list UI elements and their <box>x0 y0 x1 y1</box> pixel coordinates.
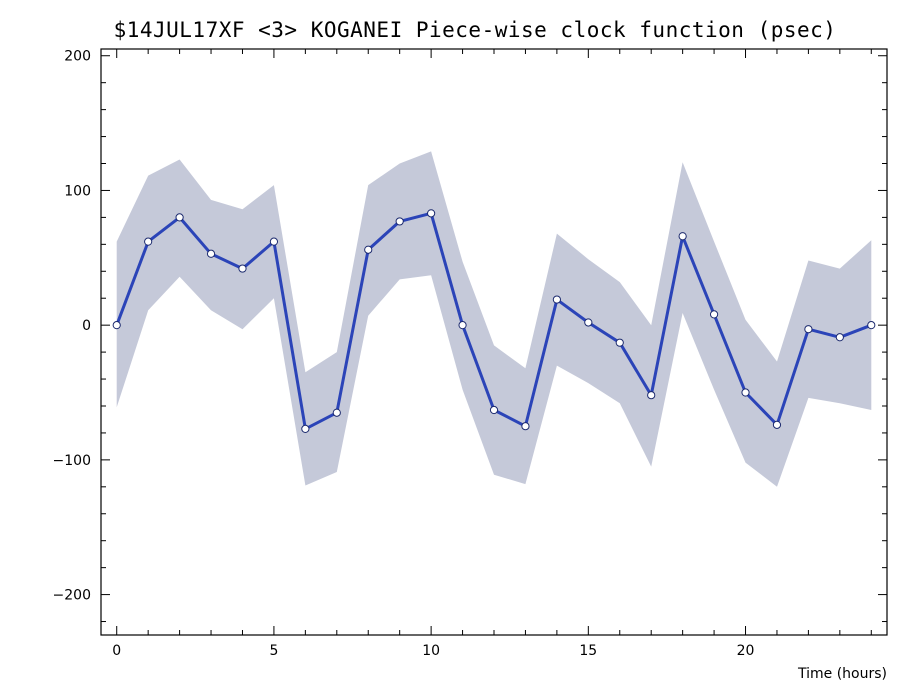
y-tick-label: 0 <box>82 318 91 334</box>
data-point <box>269 237 279 246</box>
data-point <box>112 321 121 330</box>
axes-layer: 0 5 10 15 20 200 100 0 −100 −200 <box>53 48 888 659</box>
data-point <box>144 237 153 246</box>
x-tick-label: 5 <box>269 643 278 659</box>
x-tick-label: 0 <box>112 643 121 659</box>
data-point <box>206 249 216 258</box>
data-point <box>489 405 499 415</box>
data-point <box>709 310 719 319</box>
data-point <box>238 264 247 273</box>
plot-frame <box>100 48 888 636</box>
error-band <box>116 151 872 487</box>
series-layer <box>112 209 876 433</box>
data-point <box>364 245 373 254</box>
y-tick-label: −100 <box>53 453 91 469</box>
y-tick-label: −200 <box>53 588 91 604</box>
data-point <box>615 338 624 347</box>
data-point <box>458 321 467 330</box>
data-point <box>804 325 813 334</box>
data-point <box>332 408 341 417</box>
data-point <box>741 388 750 397</box>
data-point <box>678 232 687 241</box>
x-tick-label: 10 <box>422 643 440 659</box>
y-tick-label: 100 <box>64 183 91 199</box>
data-point <box>772 420 782 429</box>
data-point <box>647 391 656 400</box>
data-point <box>175 213 184 222</box>
data-point <box>395 217 404 226</box>
chart-title: $14JUL17XF <3> KOGANEI Piece-wise clock … <box>113 18 837 42</box>
data-point <box>301 424 310 433</box>
x-tick-label: 20 <box>737 643 755 659</box>
data-point <box>427 209 436 218</box>
data-point <box>867 321 876 330</box>
data-point <box>584 318 593 327</box>
data-point <box>521 422 530 431</box>
y-tick-label: 200 <box>64 49 91 65</box>
x-tick-label: 15 <box>579 643 597 659</box>
error-band-layer <box>116 151 872 487</box>
data-point <box>835 333 844 342</box>
x-axis-label: Time (hours) <box>798 666 887 682</box>
data-point <box>552 295 561 304</box>
